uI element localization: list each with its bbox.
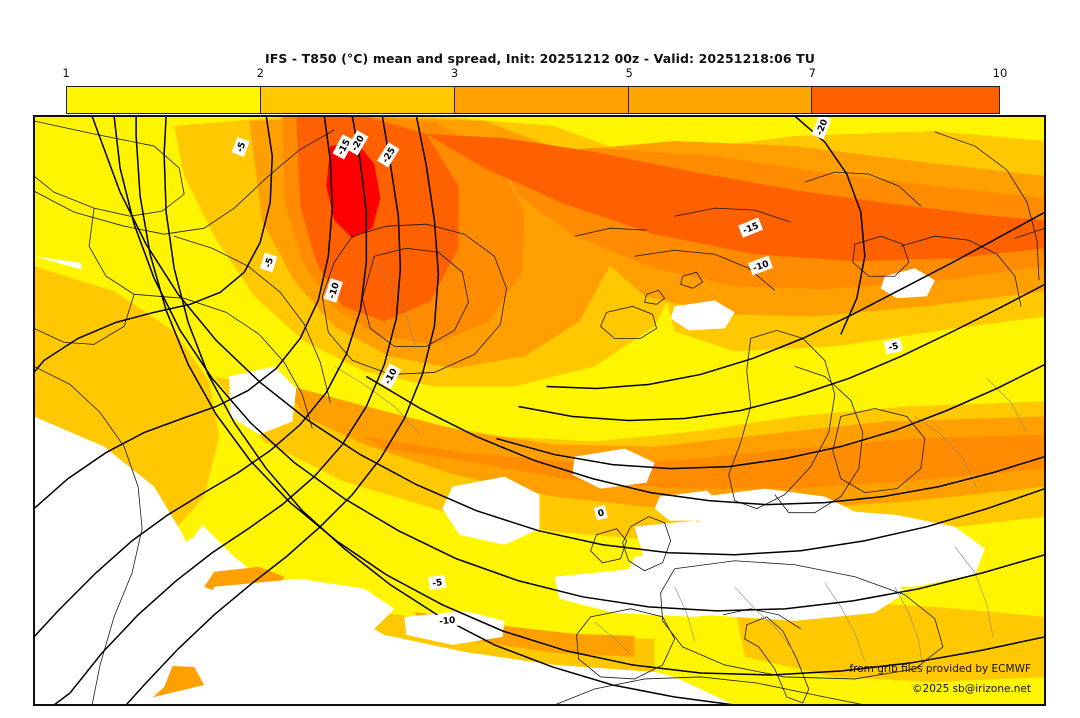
contour-label: -5 — [883, 338, 903, 355]
colorbar-segment-dark-orange — [628, 87, 812, 113]
contour-label: 0 — [593, 504, 608, 521]
colorbar-tick-7: 7 — [808, 66, 816, 80]
svg-text:-5: -5 — [263, 257, 276, 270]
svg-text:-5: -5 — [888, 342, 900, 354]
contour-label: -10 — [323, 278, 343, 303]
isotherm-contours — [34, 116, 1045, 705]
coastlines — [34, 120, 1045, 705]
contour-label-group: -5-15-20-25-5-10-10-20-15-10-50-5-10 — [231, 116, 903, 628]
colorbar-gradient — [66, 86, 1000, 114]
colorbar-segment-golden-yellow — [260, 87, 455, 113]
svg-text:0: 0 — [597, 508, 605, 519]
colorbar-segment-yellow — [67, 87, 261, 113]
country-borders — [334, 256, 1028, 669]
contour-label: -10 — [748, 255, 773, 276]
contour-label: -5 — [259, 252, 278, 273]
colorbar: 1 2 3 5 7 10 — [62, 66, 1007, 114]
svg-text:-10: -10 — [439, 616, 456, 628]
credit-copyright: ©2025 sb@irizone.net — [912, 683, 1031, 695]
weather-map[interactable]: -5 -15 -20 -25 -5 -10 -10 -20 -15 -10 -5 0 -5 -10 fro… — [33, 115, 1046, 706]
svg-text:-10: -10 — [327, 282, 342, 301]
colorbar-tick-2: 2 — [256, 66, 264, 80]
colorbar-tick-labels: 1 2 3 5 7 10 — [62, 66, 1007, 84]
page-title: IFS - T850 (°C) mean and spread, Init: 2… — [264, 51, 816, 66]
colorbar-tick-1: 1 — [62, 66, 70, 80]
colorbar-tick-10: 10 — [992, 66, 1008, 80]
svg-text:-5: -5 — [235, 141, 248, 154]
colorbar-segment-orange-red — [811, 87, 999, 113]
contour-label: -5 — [231, 136, 250, 157]
colorbar-segment-orange — [454, 87, 629, 113]
contour-label: -10 — [435, 612, 459, 628]
colorbar-tick-5: 5 — [625, 66, 633, 80]
credit-ecmwf: from grib files provided by ECMWF — [849, 663, 1031, 675]
svg-text:-5: -5 — [432, 578, 443, 589]
low-spread-area — [34, 416, 195, 705]
contour-label: -5 — [428, 574, 447, 591]
colorbar-tick-3: 3 — [450, 66, 459, 80]
map-canvas: -5-15-20-25-5-10-10-20-15-10-50-5-10 — [34, 116, 1045, 705]
